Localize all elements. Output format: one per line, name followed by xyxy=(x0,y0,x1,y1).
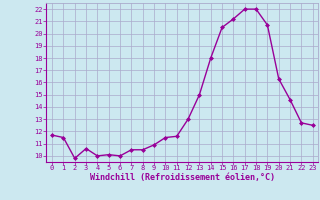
X-axis label: Windchill (Refroidissement éolien,°C): Windchill (Refroidissement éolien,°C) xyxy=(90,173,275,182)
